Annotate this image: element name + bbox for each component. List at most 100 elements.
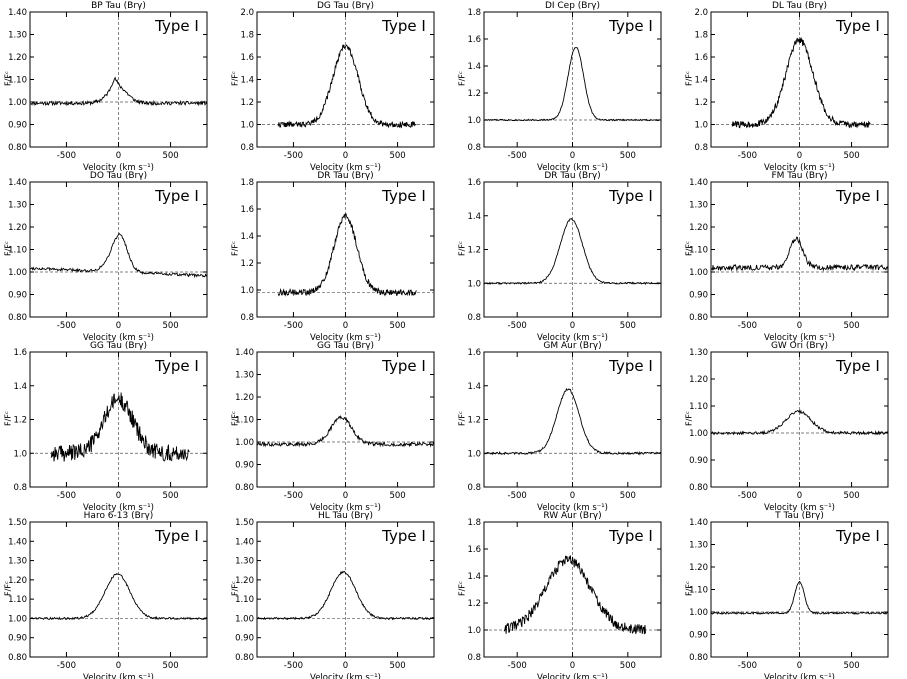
x-tick-label: -500 [284, 321, 303, 331]
y-tick-label: 1.00 [235, 438, 254, 448]
x-tick-label: 0 [116, 491, 121, 501]
spectrum-line [483, 387, 661, 456]
type-annotation: Type I [835, 187, 880, 205]
x-tick-label: -500 [284, 151, 303, 161]
x-tick-label: 0 [797, 151, 802, 161]
y-tick-label: 1.6 [240, 53, 254, 63]
spectrum-line [483, 217, 662, 286]
y-tick-label: 1.40 [8, 178, 27, 188]
spectrum-line [50, 392, 190, 462]
y-tick-label: 0.8 [467, 313, 481, 323]
x-tick-label: 0 [116, 661, 121, 671]
spectrum-line [277, 44, 417, 129]
y-tick-label: 0.80 [689, 313, 708, 323]
y-tick-label: 1.40 [235, 348, 254, 358]
x-tick-label: 0 [116, 321, 121, 331]
y-tick-label: 1.40 [8, 537, 27, 547]
y-tick-label: 0.90 [8, 634, 27, 644]
x-axis-label: Velocity (km s⁻¹) [537, 163, 608, 173]
y-tick-label: 1.00 [8, 98, 27, 108]
x-tick-label: 0 [797, 321, 802, 331]
y-tick-label: 1.00 [8, 268, 27, 278]
x-tick-label: -500 [508, 661, 527, 671]
spectrum-chart: HL Tau (Brγ) 0.80 0.90 1.00 1.10 1.20 1.30 1.40… [235, 511, 435, 679]
spectrum-chart: DG Tau (Brγ) 0.8 1.0 1.2 1.4 1.6 1.8 2.0 -500 0 50… [240, 1, 435, 173]
spectrum-chart: DI Cep (Brγ) 0.8 1.0 1.2 1.4 1.6 1.8 -500 0 500 Ve… [467, 1, 662, 173]
spectrum-chart: GM Aur (Brγ) 0.8 1.0 1.2 1.4 1.6 -500 0 500 Veloc… [467, 341, 662, 513]
y-axis-label: F/Fᶜ [684, 240, 694, 256]
y-tick-label: 1.40 [235, 537, 254, 547]
y-tick-label: 1.10 [235, 595, 254, 605]
y-tick-label: 0.80 [235, 483, 254, 493]
chart-title: DO Tau (Brγ) [90, 171, 147, 181]
x-tick-label: -500 [284, 661, 303, 671]
spectrum-panel: DL Tau (Brγ) 0.8 1.0 1.2 1.4 1.6 1.8 2.0 -500 0 50… [685, 0, 889, 173]
chart-title: RW Aur (Brγ) [543, 511, 601, 521]
spectrum-panel: DI Cep (Brγ) 0.8 1.0 1.2 1.4 1.6 1.8 -500 0 500 Ve… [458, 0, 662, 173]
y-tick-label: 1.30 [8, 557, 27, 567]
y-tick-label: 0.90 [8, 291, 27, 301]
chart-title: DR Tau (Brγ) [317, 171, 373, 181]
x-tick-label: 500 [162, 491, 178, 501]
x-axis-label: Velocity (km s⁻¹) [83, 333, 154, 343]
y-tick-label: 0.8 [694, 143, 708, 153]
y-axis-label: F/Fᶜ [230, 70, 240, 86]
y-tick-label: 1.0 [467, 626, 481, 636]
spectrum-line [277, 213, 417, 297]
spectrum-chart: Haro 6-13 (Brγ) 0.80 0.90 1.00 1.10 1.20 1.30 1… [8, 511, 208, 679]
y-tick-label: 2.0 [694, 8, 708, 18]
x-axis-label: Velocity (km s⁻¹) [83, 503, 154, 513]
spectrum-chart: T Tau (Brγ) 0.80 0.90 1.00 1.10 1.20 1.30 1.40 -… [689, 511, 889, 679]
y-tick-label: 1.2 [467, 89, 481, 99]
y-tick-label: 1.4 [467, 62, 481, 72]
spectrum-line [256, 414, 435, 448]
y-axis-label: F/Fᶜ [457, 580, 467, 596]
y-tick-label: 1.0 [240, 286, 254, 296]
chart-title: BP Tau (Brγ) [91, 1, 146, 11]
y-tick-label: 1.0 [694, 121, 708, 131]
chart-title: GM Aur (Brγ) [543, 341, 601, 351]
y-tick-label: 1.20 [689, 563, 708, 573]
y-tick-label: 1.8 [240, 31, 254, 41]
y-tick-label: 0.80 [8, 653, 27, 663]
y-tick-label: 1.00 [8, 614, 27, 624]
x-tick-label: 0 [570, 151, 575, 161]
spectrum-chart: DR Tau (Brγ) 0.8 1.0 1.2 1.4 1.6 1.8 -500 0 500 Ve… [240, 171, 435, 343]
y-tick-label: 1.0 [467, 449, 481, 459]
chart-title: DG Tau (Brγ) [317, 1, 374, 11]
x-tick-label: 500 [389, 491, 405, 501]
chart-title: DR Tau (Brγ) [544, 171, 600, 181]
y-tick-label: 0.80 [235, 653, 254, 663]
type-annotation: Type I [154, 187, 199, 205]
x-tick-label: 0 [343, 491, 348, 501]
y-tick-label: 1.30 [235, 557, 254, 567]
y-tick-label: 0.90 [689, 456, 708, 466]
y-tick-label: 1.40 [689, 518, 708, 528]
y-axis-label: F/Fᶜ [3, 410, 13, 426]
spectrum-panel: T Tau (Brγ) 0.80 0.90 1.00 1.10 1.20 1.30 1.40 -… [685, 510, 889, 679]
x-tick-label: 0 [570, 661, 575, 671]
type-annotation: Type I [835, 527, 880, 545]
y-tick-label: 1.0 [240, 121, 254, 131]
spectrum-line [29, 573, 208, 621]
y-tick-label: 1.2 [13, 416, 27, 426]
chart-title: HL Tau (Brγ) [318, 511, 373, 521]
y-tick-label: 1.20 [235, 393, 254, 403]
spectrum-line [30, 232, 208, 279]
y-tick-label: 1.50 [235, 518, 254, 528]
y-tick-label: 1.8 [467, 8, 481, 18]
y-tick-label: 0.80 [8, 313, 27, 323]
x-tick-label: -500 [57, 491, 76, 501]
y-axis-label: F/Fᶜ [3, 70, 13, 86]
x-axis-label: Velocity (km s⁻¹) [310, 503, 381, 513]
x-tick-label: -500 [738, 151, 757, 161]
y-tick-label: 1.20 [689, 223, 708, 233]
type-annotation: Type I [381, 357, 426, 375]
spectrum-chart: DR Tau (Brγ) 0.8 1.0 1.2 1.4 1.6 -500 0 500 Veloc… [467, 171, 662, 343]
y-tick-label: 1.30 [8, 31, 27, 41]
spectrum-panel: DR Tau (Brγ) 0.8 1.0 1.2 1.4 1.6 1.8 -500 0 500 Ve… [231, 170, 435, 343]
y-tick-label: 1.10 [689, 402, 708, 412]
y-tick-label: 1.20 [235, 576, 254, 586]
spectrum-panel: GM Aur (Brγ) 0.8 1.0 1.2 1.4 1.6 -500 0 500 Veloc… [458, 340, 662, 513]
